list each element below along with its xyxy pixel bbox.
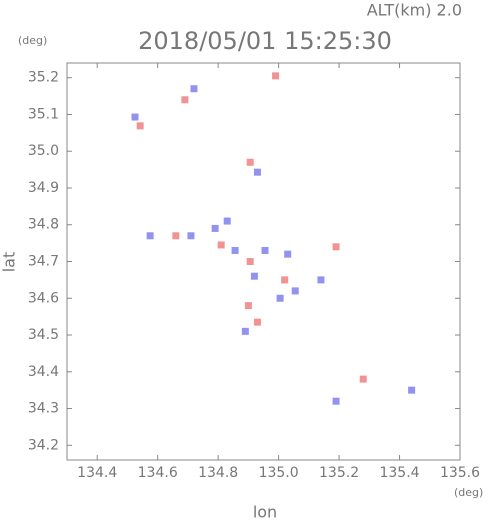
echo-point xyxy=(131,113,139,121)
echo-point xyxy=(272,72,280,80)
x-tick-label: 134.4 xyxy=(77,465,117,481)
echo-point xyxy=(211,224,219,232)
echo-point xyxy=(253,168,261,176)
x-tick-label: 135.2 xyxy=(319,465,359,481)
echo-point xyxy=(244,302,252,310)
echo-point xyxy=(317,276,325,284)
echo-point xyxy=(250,272,258,280)
y-tick-label: 35.2 xyxy=(28,70,59,86)
y-tick-label: 34.5 xyxy=(28,327,59,343)
echo-point xyxy=(291,287,299,295)
echo-point xyxy=(261,246,269,254)
plot-frame xyxy=(66,62,461,461)
x-tick-label: 134.8 xyxy=(198,465,238,481)
y-unit: (deg) xyxy=(18,34,47,47)
echo-point xyxy=(217,241,225,249)
y-tick-label: 35.1 xyxy=(28,106,59,122)
echo-point xyxy=(276,294,284,302)
echo-point xyxy=(146,232,154,240)
echo-point xyxy=(223,217,231,225)
y-tick-label: 34.8 xyxy=(28,217,59,233)
y-tick-label: 34.4 xyxy=(28,364,59,380)
echo-point xyxy=(231,246,239,254)
y-tick-label: 35.0 xyxy=(28,143,59,159)
echo-point xyxy=(253,318,261,326)
echo-point xyxy=(190,85,198,93)
echo-point xyxy=(284,250,292,258)
echo-point xyxy=(408,386,416,394)
echo-point xyxy=(181,96,189,104)
x-axis-label: lon xyxy=(253,503,277,521)
y-axis-label: lat xyxy=(0,252,19,273)
echo-point xyxy=(172,232,180,240)
echo-point xyxy=(246,258,254,265)
x-tick-label: 135.6 xyxy=(440,465,480,481)
x-tick-label: 135.4 xyxy=(379,465,419,481)
y-tick-label: 34.9 xyxy=(28,180,59,196)
chart-title: 2018/05/01 15:25:30 xyxy=(138,27,392,55)
y-tick-label: 34.3 xyxy=(28,401,59,417)
echo-point xyxy=(246,158,254,166)
echo-point xyxy=(187,232,195,240)
y-tick-label: 34.2 xyxy=(28,437,59,453)
echo-point xyxy=(332,397,340,405)
x-unit: (deg) xyxy=(454,486,483,499)
echo-point xyxy=(281,276,289,284)
y-tick-label: 34.6 xyxy=(28,290,59,306)
echo-point xyxy=(332,243,340,251)
echo-point xyxy=(241,327,249,335)
y-tick-label: 34.7 xyxy=(28,254,59,270)
x-tick-label: 134.6 xyxy=(138,465,178,481)
altitude-label: ALT(km) 2.0 xyxy=(367,1,462,20)
x-tick-label: 135.0 xyxy=(259,465,299,481)
echo-point xyxy=(136,122,144,130)
echo-point xyxy=(359,375,367,383)
